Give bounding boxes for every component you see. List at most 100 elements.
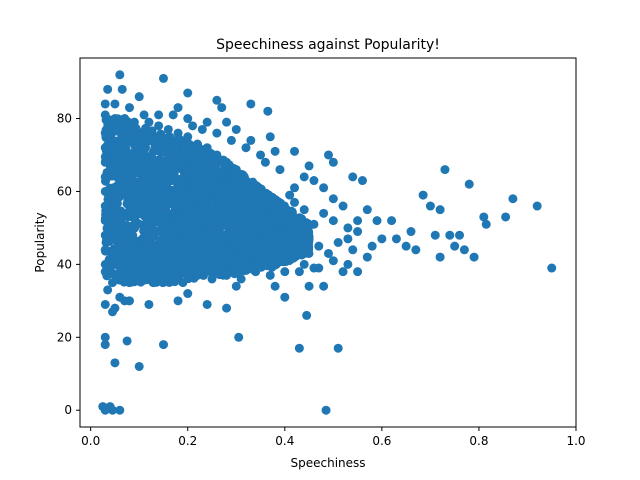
scatter-point: [241, 143, 251, 153]
scatter-point: [508, 194, 518, 204]
scatter-point: [131, 182, 141, 192]
scatter-point: [130, 203, 140, 213]
scatter-point: [222, 157, 232, 167]
scatter-point: [100, 230, 110, 240]
scatter-point: [246, 200, 256, 210]
scatter-point: [309, 176, 319, 186]
scatter-point: [357, 176, 367, 186]
scatter-point: [275, 237, 285, 247]
scatter-point: [469, 252, 479, 262]
scatter-point: [115, 70, 125, 80]
scatter-point: [103, 285, 113, 295]
scatter-point: [124, 211, 134, 221]
x-axis-ticks: 0.0 0.2 0.4 0.6 0.8 1.0: [81, 427, 586, 448]
scatter-point: [183, 289, 193, 299]
scatter-point: [168, 110, 178, 120]
scatter-point: [450, 241, 460, 251]
scatter-point: [101, 238, 111, 248]
scatter-point: [290, 197, 300, 207]
scatter-point: [304, 281, 314, 291]
scatter-point: [231, 124, 241, 134]
scatter-point: [309, 219, 319, 229]
scatter-point: [192, 270, 202, 280]
plot-area-frame: [79, 57, 577, 428]
scatter-point: [179, 177, 189, 187]
x-tick-label: 0.6: [372, 434, 391, 448]
scatter-point: [440, 165, 450, 175]
scatter-point: [481, 219, 491, 229]
scatter-point: [183, 132, 193, 142]
scatter-point: [435, 205, 445, 215]
scatter-point: [532, 201, 542, 211]
scatter-point: [169, 174, 179, 184]
scatter-point: [122, 223, 132, 233]
scatter-point: [231, 165, 241, 175]
scatter-point: [348, 172, 358, 182]
scatter-point: [100, 172, 110, 182]
scatter-point: [280, 292, 290, 302]
scatter-point: [199, 253, 209, 263]
scatter-point: [238, 262, 248, 272]
scatter-point: [134, 361, 144, 371]
scatter-point: [220, 206, 230, 216]
scatter-point: [208, 265, 218, 275]
scatter-point: [159, 188, 169, 198]
scatter-point: [286, 253, 296, 263]
scatter-point: [265, 230, 275, 240]
scatter-point: [362, 205, 372, 215]
scatter-point: [117, 84, 127, 94]
scatter-point: [209, 159, 219, 169]
x-tick-label: 0.2: [178, 434, 197, 448]
scatter-point: [304, 161, 314, 171]
y-tick-label: 60: [57, 184, 72, 198]
scatter-point: [100, 332, 110, 342]
scatter-point: [108, 405, 118, 415]
scatter-point: [251, 183, 261, 193]
scatter-point: [144, 299, 154, 309]
scatter-point: [232, 267, 242, 277]
scatter-point: [113, 161, 123, 171]
scatter-point: [256, 150, 266, 160]
scatter-point: [173, 103, 183, 113]
scatter-point: [263, 106, 273, 116]
scatter-point: [125, 278, 134, 288]
scatter-point: [285, 190, 295, 200]
scatter-point: [208, 222, 218, 232]
scatter-point: [141, 173, 151, 183]
scatter-point: [100, 216, 110, 226]
chart-title: Speechiness against Popularity!: [216, 37, 440, 53]
scatter-point: [435, 252, 445, 262]
scatter-point: [131, 141, 141, 151]
scatter-point: [173, 181, 183, 191]
scatter-point: [169, 145, 179, 155]
scatter-point: [120, 114, 130, 124]
scatter-point: [411, 245, 421, 255]
scatter-point: [108, 307, 118, 317]
scatter-point: [246, 234, 256, 244]
scatter-point: [198, 153, 208, 163]
scatter-point: [238, 232, 248, 242]
scatter-point: [122, 336, 132, 346]
scatter-point: [163, 124, 173, 134]
scatter-point: [367, 241, 377, 251]
scatter-point: [228, 197, 238, 207]
scatter-point: [246, 135, 256, 145]
scatter-point: [192, 139, 202, 149]
scatter-point: [228, 178, 238, 188]
scatter-point: [319, 208, 329, 218]
scatter-point: [171, 154, 181, 164]
scatter-point: [265, 132, 275, 142]
scatter-point: [309, 263, 319, 273]
scatter-point: [251, 267, 261, 277]
scatter-point: [391, 234, 401, 244]
scatter-point: [210, 254, 220, 264]
scatter-point: [189, 235, 199, 245]
scatter-point: [222, 303, 232, 313]
scatter-point: [222, 117, 232, 127]
scatter-point: [387, 216, 397, 226]
scatter-point: [256, 254, 266, 264]
scatter-point: [219, 231, 229, 241]
scatter-point: [139, 110, 149, 120]
scatter-points: [98, 70, 557, 415]
